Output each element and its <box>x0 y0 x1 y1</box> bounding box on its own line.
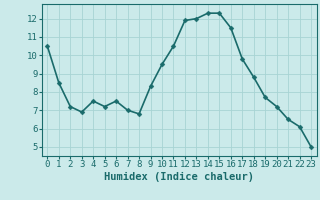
X-axis label: Humidex (Indice chaleur): Humidex (Indice chaleur) <box>104 172 254 182</box>
